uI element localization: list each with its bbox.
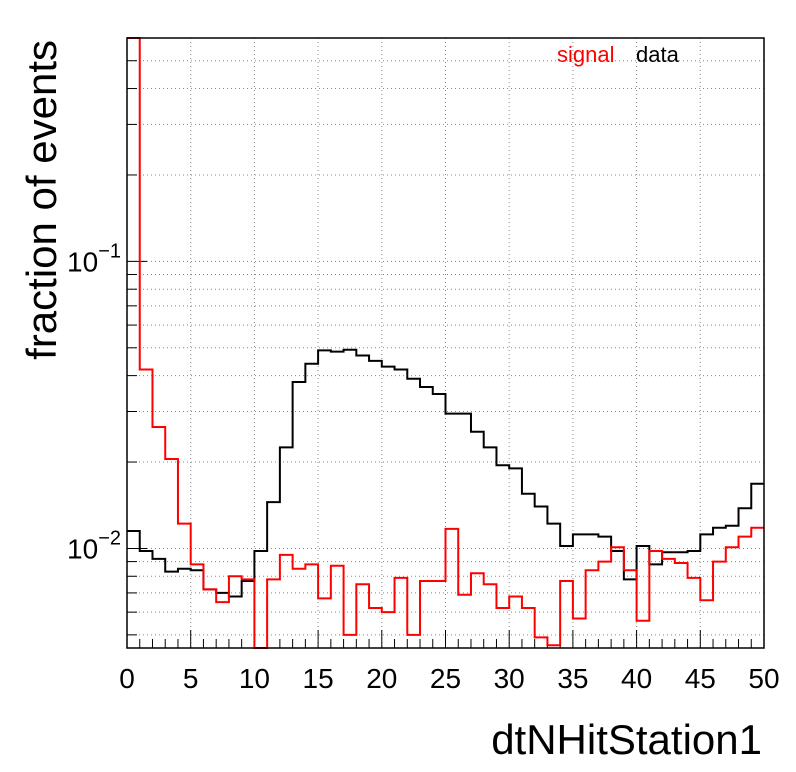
x-tick-label: 30 — [494, 663, 525, 694]
axis-ticks — [126, 60, 765, 648]
x-tick-label: 50 — [748, 663, 779, 694]
legend-entry-signal: signal — [557, 42, 614, 67]
y-tick-labels: 10−1 10−2 — [67, 240, 121, 564]
legend-entry-data: data — [636, 42, 680, 67]
plot-frame — [126, 37, 765, 649]
y-tick-label: 10−1 — [67, 240, 121, 277]
series-layer — [127, 37, 764, 649]
x-tick-label: 25 — [430, 663, 461, 694]
x-tick-label: 45 — [685, 663, 716, 694]
x-tick-label: 10 — [239, 663, 270, 694]
x-tick-label: 40 — [621, 663, 652, 694]
x-tick-label: 35 — [557, 663, 588, 694]
x-tick-label: 5 — [183, 663, 199, 694]
series-line-signal — [127, 37, 764, 649]
x-tick-labels: 0 5 10 15 20 25 30 35 40 45 50 — [119, 663, 779, 694]
y-tick-label: 10−2 — [67, 527, 121, 564]
x-axis-title: dtNHitStation1 — [491, 716, 762, 763]
legend: signal data — [557, 42, 680, 67]
x-tick-label: 20 — [366, 663, 397, 694]
x-tick-label: 0 — [119, 663, 135, 694]
x-tick-label: 15 — [303, 663, 334, 694]
y-axis-title: fraction of events — [18, 40, 65, 360]
